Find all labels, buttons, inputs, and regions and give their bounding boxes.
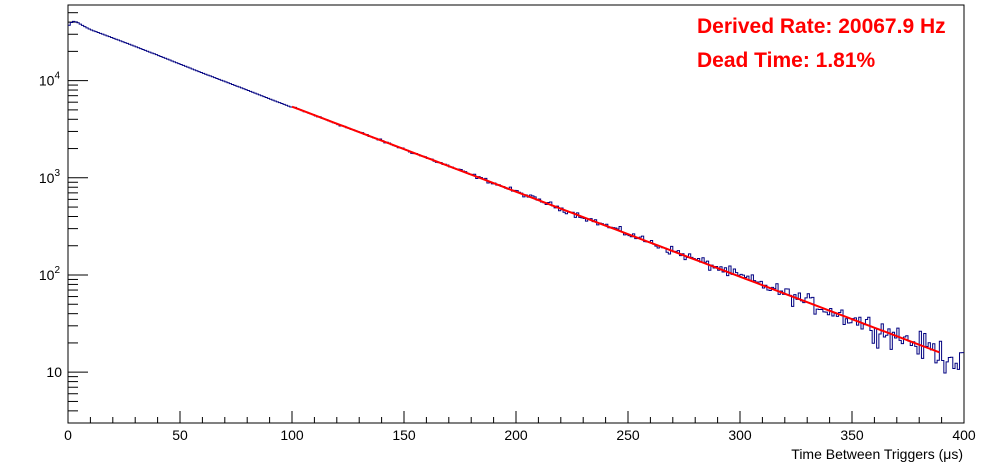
histogram-series xyxy=(68,20,964,374)
y-tick-label: 104 xyxy=(39,71,61,89)
x-tick-label: 400 xyxy=(952,427,976,443)
y-tick-label: 102 xyxy=(39,265,61,283)
x-tick-label: 350 xyxy=(840,427,864,443)
x-axis-title: Time Between Triggers (μs) xyxy=(791,446,963,462)
y-tick-label: 103 xyxy=(39,168,61,186)
x-tick-label: 150 xyxy=(392,427,416,443)
x-tick-label: 0 xyxy=(64,427,72,443)
x-tick-label: 100 xyxy=(280,427,304,443)
x-axis-ticks: 0 50 100 150 200 250 300 350 400 xyxy=(64,411,976,443)
fit-curve xyxy=(291,105,940,354)
x-tick-label: 50 xyxy=(172,427,188,443)
x-tick-label: 200 xyxy=(504,427,528,443)
annotation-derived-rate: Derived Rate: 20067.9 Hz xyxy=(697,15,946,38)
y-axis-ticks: 10 102 103 104 xyxy=(39,4,88,424)
annotation-dead-time: Dead Time: 1.81% xyxy=(697,49,876,72)
y-tick-label: 10 xyxy=(46,364,62,380)
x-tick-label: 250 xyxy=(616,427,640,443)
x-tick-label: 300 xyxy=(728,427,752,443)
